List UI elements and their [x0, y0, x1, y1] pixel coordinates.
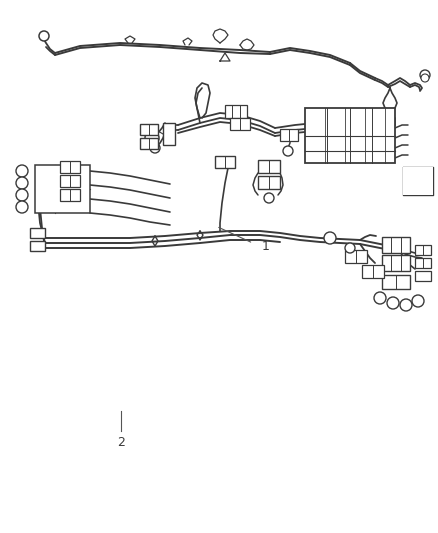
- Bar: [381, 237, 409, 253]
- Circle shape: [323, 232, 335, 244]
- Circle shape: [145, 131, 159, 145]
- Circle shape: [411, 295, 423, 307]
- Bar: [140, 138, 158, 149]
- Bar: [162, 123, 175, 145]
- Bar: [30, 241, 45, 251]
- Circle shape: [263, 193, 273, 203]
- Bar: [140, 124, 158, 135]
- Bar: [279, 129, 297, 141]
- Bar: [258, 176, 279, 189]
- Bar: [230, 118, 249, 130]
- Bar: [60, 175, 80, 187]
- Bar: [60, 189, 80, 201]
- Circle shape: [420, 74, 428, 82]
- Text: 1: 1: [261, 240, 268, 253]
- Bar: [30, 228, 45, 238]
- Bar: [60, 161, 80, 173]
- Bar: [361, 265, 383, 278]
- Bar: [381, 275, 409, 289]
- Circle shape: [399, 299, 411, 311]
- Bar: [258, 160, 279, 173]
- Bar: [35, 165, 90, 213]
- Bar: [414, 271, 430, 281]
- Bar: [215, 156, 234, 168]
- Bar: [304, 108, 394, 163]
- Bar: [381, 255, 409, 271]
- Bar: [414, 258, 430, 268]
- Circle shape: [386, 297, 398, 309]
- Circle shape: [283, 146, 292, 156]
- Text: 2: 2: [117, 436, 124, 449]
- Circle shape: [419, 70, 429, 80]
- Circle shape: [150, 143, 159, 153]
- Bar: [402, 167, 432, 195]
- Circle shape: [16, 177, 28, 189]
- Circle shape: [16, 165, 28, 177]
- Circle shape: [373, 292, 385, 304]
- Bar: [344, 250, 366, 263]
- Circle shape: [16, 201, 28, 213]
- Circle shape: [39, 31, 49, 41]
- Circle shape: [16, 189, 28, 201]
- Bar: [414, 245, 430, 255]
- Bar: [225, 105, 247, 118]
- Circle shape: [344, 243, 354, 253]
